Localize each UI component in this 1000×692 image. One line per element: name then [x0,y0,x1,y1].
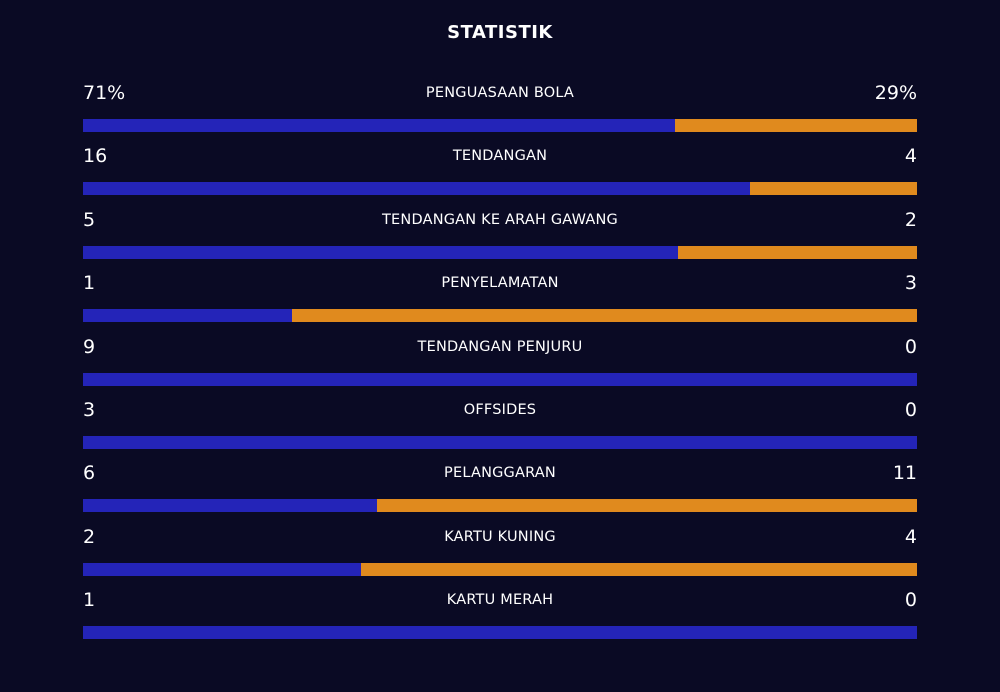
stat-label: PENYELAMATAN [441,275,559,292]
comparison-bar [83,562,917,576]
home-value: 1 [83,272,96,295]
comparison-bar [83,182,917,196]
stat-label: TENDANGAN PENJURU [417,338,583,355]
stat-row-shots-on-target: 5 TENDANGAN KE ARAH GAWANG 2 [83,207,917,270]
stat-label: PENGUASAAN BOLA [425,85,575,101]
stats-title: STATISTIK [447,22,553,43]
away-value: 0 [904,589,917,612]
home-value: 16 [83,145,108,168]
stat-row-shots: 16 TENDANGAN 4 [83,143,917,206]
away-value: 4 [904,145,917,168]
away-bar-segment [377,499,917,513]
comparison-bar [83,626,917,640]
away-value: 3 [904,272,917,295]
away-bar-segment [675,119,917,132]
comparison-bar [83,309,917,323]
stat-row-saves: 1 PENYELAMATAN 3 [83,270,917,333]
away-value: 0 [904,335,917,358]
stat-label: KARTU MERAH [446,592,554,609]
away-bar-segment [678,245,917,259]
stat-row-corners: 9 TENDANGAN PENJURU 0 [83,334,917,397]
stat-row-yellow-cards: 2 KARTU KUNING 4 [83,524,917,587]
stats-list: 71% PENGUASAAN BOLA 29% 16 TENDANGAN 4 5… [83,80,917,651]
comparison-bar [83,435,917,449]
home-value: 6 [83,462,96,485]
stat-label: OFFSIDES [463,401,537,418]
stat-label: PELANGGARAN [444,465,556,482]
home-value: 3 [83,398,96,421]
comparison-bar [83,499,917,513]
away-bar-segment [360,562,917,576]
home-bar-segment [83,309,292,323]
away-value: 0 [904,398,917,421]
stat-label: KARTU KUNING [444,528,556,545]
home-bar-segment [83,372,917,386]
home-value: 5 [83,208,96,231]
home-bar-segment [83,499,378,513]
stat-row-offsides: 3 OFFSIDES 0 [83,397,917,460]
comparison-bar [83,245,917,259]
home-value: 1 [83,589,96,612]
home-bar-segment [83,626,917,640]
stat-label: TENDANGAN KE ARAH GAWANG [382,211,618,228]
home-value: 71% [83,82,126,104]
home-value: 9 [83,335,96,358]
home-bar-segment [83,119,676,132]
away-value: 2 [904,208,917,231]
stat-row-fouls: 6 PELANGGARAN 11 [83,460,917,523]
comparison-bar [83,372,917,386]
away-bar-segment [750,182,917,196]
home-bar-segment [83,182,751,196]
stat-row-possession: 71% PENGUASAAN BOLA 29% [83,80,917,143]
home-bar-segment [83,245,679,259]
home-bar-segment [83,562,361,576]
away-value: 11 [892,462,917,485]
stat-row-red-cards: 1 KARTU MERAH 0 [83,587,917,650]
home-bar-segment [83,435,917,449]
away-bar-segment [291,309,917,323]
away-value: 4 [904,525,917,548]
home-value: 2 [83,525,96,548]
stat-label: TENDANGAN [452,148,548,165]
away-value: 29% [874,82,917,104]
comparison-bar [83,119,917,132]
